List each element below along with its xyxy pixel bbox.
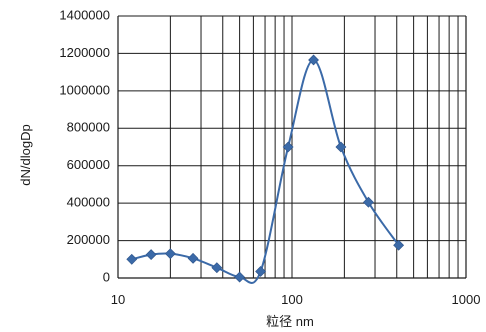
data-point — [164, 248, 176, 260]
data-point — [255, 266, 267, 277]
axes — [117, 16, 467, 279]
data-point — [335, 141, 347, 153]
y-tick-label: 1200000 — [59, 45, 110, 60]
x-tick-label: 1000 — [452, 292, 481, 307]
y-tick-label: 800000 — [67, 120, 110, 135]
x-tick-label: 10 — [111, 292, 125, 307]
data-point — [187, 252, 199, 264]
data-point — [234, 271, 246, 283]
data-point — [282, 141, 294, 153]
y-tick-label: 600000 — [67, 157, 110, 172]
data-point — [308, 54, 319, 66]
data-point — [145, 249, 157, 261]
y-tick-label: 200000 — [67, 232, 110, 247]
series — [126, 54, 405, 284]
y-tick-label: 0 — [103, 269, 110, 284]
data-point — [126, 253, 138, 265]
tick-labels: 0 200000 400000 600000 800000 1000000 1200000 1… — [59, 7, 480, 307]
y-tick-label: 1400000 — [59, 7, 110, 22]
data-point — [393, 239, 405, 251]
y-axis-label: dN/dlogDp — [18, 124, 33, 185]
x-tick-label: 100 — [281, 292, 303, 307]
grid — [118, 15, 466, 278]
y-tick-label: 1000000 — [59, 82, 110, 97]
y-tick-label: 400000 — [67, 195, 110, 210]
x-axis-label: 粒径 nm — [266, 314, 314, 329]
data-point — [363, 196, 374, 208]
data-point — [211, 262, 223, 274]
